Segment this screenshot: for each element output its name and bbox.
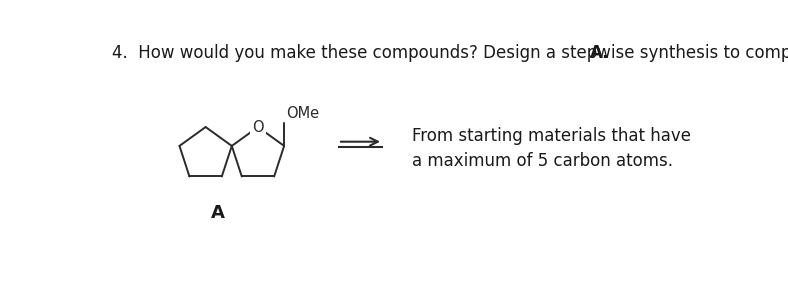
Text: OMe: OMe — [286, 106, 319, 121]
Text: From starting materials that have: From starting materials that have — [412, 127, 691, 145]
Text: 4.  How would you make these compounds? Design a stepwise synthesis to compound : 4. How would you make these compounds? D… — [113, 44, 788, 62]
Text: O: O — [252, 119, 264, 135]
Text: A: A — [211, 204, 225, 223]
Text: a maximum of 5 carbon atoms.: a maximum of 5 carbon atoms. — [412, 152, 674, 170]
Text: A.: A. — [590, 44, 609, 62]
